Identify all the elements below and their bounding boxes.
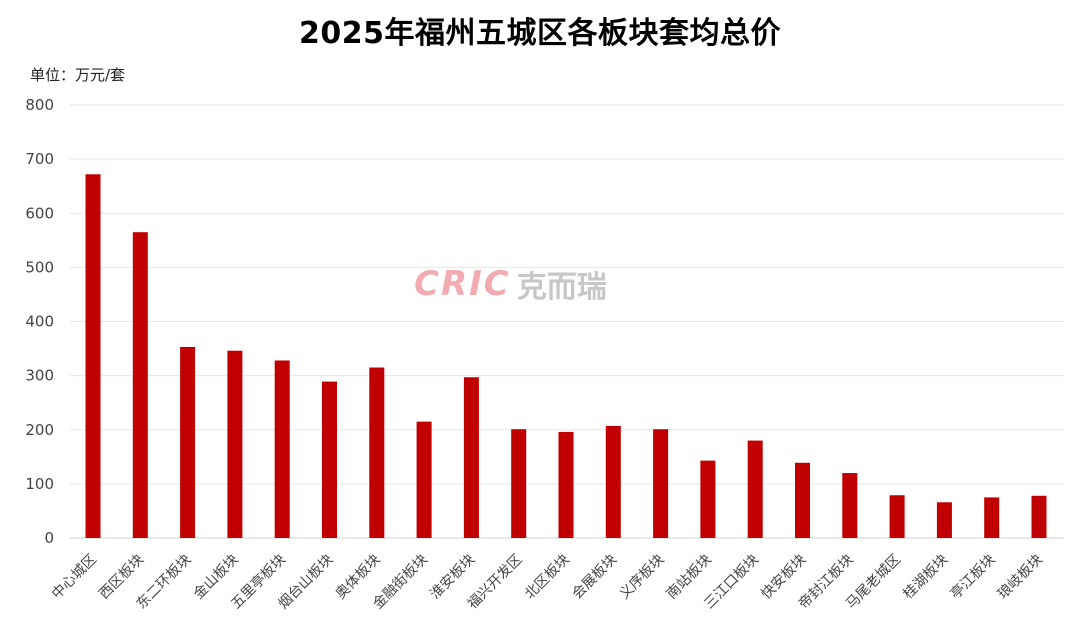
- chart-title: 2025年福州五城区各板块套均总价: [299, 16, 781, 51]
- bar: [511, 429, 527, 538]
- bar: [227, 350, 243, 538]
- x-tick-label: 义序板块: [617, 552, 668, 603]
- x-tick-label: 桂湖板块: [900, 552, 951, 603]
- bar: [936, 502, 952, 538]
- x-tick-label: 亭江板块: [947, 551, 999, 603]
- y-axis-ticks: 0 100 200 300 400 500 600 700 800: [25, 96, 54, 547]
- y-tick-label: 400: [25, 313, 54, 331]
- bar: [369, 367, 385, 538]
- x-tick-label: 会展板块: [569, 552, 620, 603]
- x-tick-label: 中心城区: [49, 552, 100, 603]
- x-axis-ticks: 中心城区西区板块东二环板块金山板块五里亭板块烟台山板块奥体板块金融街板块淮安板块…: [49, 551, 1046, 613]
- y-tick-label: 300: [25, 367, 54, 385]
- unit-label: 单位：万元/套: [30, 66, 126, 84]
- bar: [747, 440, 763, 538]
- y-tick-label: 600: [25, 204, 54, 222]
- bar: [653, 429, 669, 538]
- bar: [416, 421, 432, 538]
- bar: [605, 425, 621, 538]
- bar: [85, 174, 101, 538]
- y-tick-label: 0: [44, 529, 54, 547]
- bar: [889, 495, 905, 538]
- x-tick-label: 北区板块: [522, 552, 573, 603]
- bar-series: [85, 174, 1047, 538]
- bar: [274, 360, 290, 538]
- bar: [463, 377, 479, 538]
- bar: [1031, 495, 1047, 538]
- y-tick-label: 100: [25, 475, 54, 493]
- bar: [180, 346, 196, 538]
- bar: [842, 473, 858, 538]
- y-tick-label: 500: [25, 258, 54, 276]
- bar: [795, 462, 810, 538]
- x-tick-label: 琅岐板块: [995, 552, 1046, 603]
- y-tick-label: 800: [25, 96, 54, 114]
- bar: [984, 497, 1000, 538]
- bar: [700, 460, 716, 538]
- y-tick-label: 200: [25, 421, 54, 439]
- bar: [322, 381, 337, 538]
- bar: [558, 431, 574, 538]
- bar: [132, 232, 148, 538]
- y-tick-label: 700: [25, 150, 54, 168]
